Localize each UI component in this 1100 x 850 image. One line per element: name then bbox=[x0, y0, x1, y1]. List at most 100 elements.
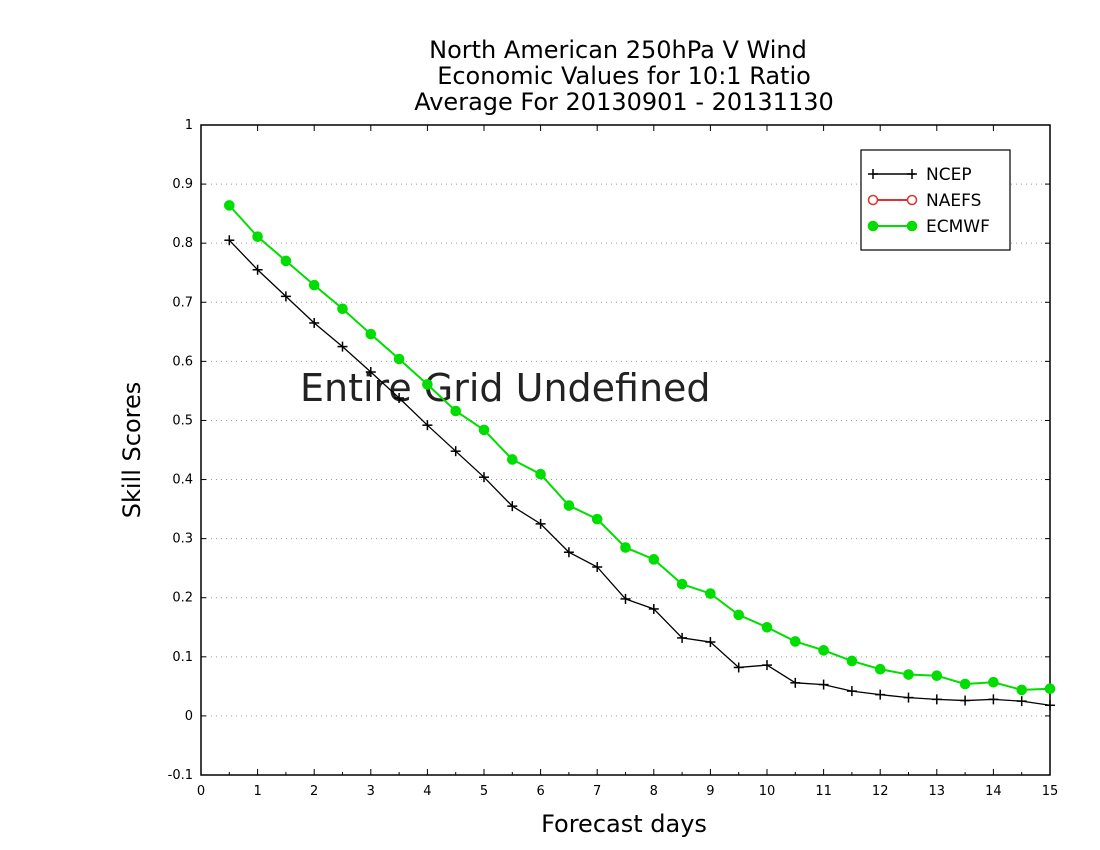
legend-label-ncep: NCEP bbox=[926, 165, 972, 185]
ncep-data-point bbox=[733, 662, 744, 673]
ncep-data-point bbox=[875, 689, 886, 700]
ncep-data-point bbox=[394, 393, 405, 403]
legend-label-naefs: NAEFS bbox=[926, 191, 981, 211]
ncep-data-point bbox=[988, 694, 999, 705]
ecmwf-data-point bbox=[818, 645, 829, 656]
ecmwf-data-point bbox=[591, 513, 603, 525]
ecmwf-data-point bbox=[507, 454, 518, 465]
y-tick-label: 0.6 bbox=[172, 354, 193, 369]
chart-title-line-3: Average For 20130901 - 20131130 bbox=[414, 88, 834, 116]
ecmwf-data-point bbox=[1016, 684, 1028, 696]
ecmwf-data-point bbox=[903, 669, 914, 680]
ecmwf-data-point bbox=[874, 663, 886, 675]
ecmwf-data-point bbox=[393, 353, 405, 365]
y-tick-label: -0.1 bbox=[168, 768, 193, 783]
ecmwf-data-point bbox=[422, 379, 433, 390]
legend-marker-naefs bbox=[867, 194, 879, 206]
ncep-data-point bbox=[1045, 700, 1055, 711]
x-tick-label: 10 bbox=[759, 784, 776, 799]
legend-entry-ncep: NCEP bbox=[868, 165, 972, 185]
ecmwf-data-point bbox=[1044, 683, 1056, 695]
legend-entry-naefs: NAEFS bbox=[867, 191, 981, 211]
x-tick-label: 9 bbox=[706, 784, 714, 799]
ncep-data-point bbox=[479, 472, 489, 483]
y-tick-label: 0 bbox=[185, 709, 193, 724]
y-tick-label: 0.4 bbox=[172, 473, 193, 488]
x-tick-label: 8 bbox=[650, 784, 658, 799]
ncep-data-point bbox=[960, 695, 971, 706]
ecmwf-data-point bbox=[224, 200, 235, 211]
ncep-data-point bbox=[790, 677, 801, 688]
ecmwf-data-point bbox=[535, 468, 546, 480]
ncep-data-point bbox=[762, 660, 772, 671]
y-tick-label: 0.1 bbox=[172, 650, 193, 665]
legend-marker-naefs bbox=[906, 194, 918, 206]
x-axis-title: Forecast days bbox=[541, 810, 707, 838]
y-tick-label: 0.9 bbox=[172, 177, 193, 192]
ecmwf-data-point bbox=[450, 405, 462, 417]
y-tick-label: 0.5 bbox=[172, 413, 193, 428]
ncep-data-point bbox=[705, 637, 716, 648]
x-tick-label: 12 bbox=[872, 784, 889, 799]
x-tick-label: 3 bbox=[367, 784, 375, 799]
x-tick-label: 13 bbox=[929, 784, 946, 799]
ncep-data-point bbox=[224, 235, 235, 246]
axis-ticks: -0.100.10.20.30.40.50.60.70.80.910 1 2 3 4 5 6… bbox=[168, 118, 1059, 799]
ecmwf-data-point bbox=[959, 678, 971, 690]
chart-title-line-2: Economic Values for 10:1 Ratio bbox=[437, 62, 811, 90]
legend-marker-ncep bbox=[907, 169, 917, 179]
chart-title-line-1: North American 250hPa V Wind bbox=[429, 36, 807, 64]
ncep-data-point bbox=[535, 518, 546, 529]
ncep-data-point bbox=[422, 420, 433, 431]
series-layer bbox=[224, 200, 1056, 711]
ecmwf-data-point bbox=[337, 303, 348, 315]
legend-entry-ecmwf: ECMWF bbox=[867, 217, 990, 237]
ecmwf-data-point bbox=[761, 621, 773, 633]
legend-marker-ecmwf bbox=[906, 220, 918, 232]
ncep-data-point bbox=[648, 603, 659, 614]
ecmwf-data-point bbox=[308, 279, 320, 291]
ncep-data-point bbox=[507, 501, 518, 512]
ecmwf-data-point bbox=[676, 578, 688, 590]
ecmwf-data-point bbox=[733, 609, 745, 621]
y-tick-label: 0.8 bbox=[172, 236, 193, 251]
x-tick-label: 15 bbox=[1042, 784, 1059, 799]
ecmwf-data-point bbox=[478, 424, 490, 436]
ecmwf-data-point bbox=[620, 542, 631, 553]
ecmwf-data-point bbox=[705, 588, 716, 599]
x-tick-label: 7 bbox=[593, 784, 601, 799]
ecmwf-data-point bbox=[252, 231, 263, 242]
ncep-data-point bbox=[818, 679, 829, 690]
ncep-data-point bbox=[931, 694, 942, 705]
y-tick-label: 1 bbox=[185, 118, 193, 133]
x-tick-label: 6 bbox=[536, 784, 544, 799]
ecmwf-data-point bbox=[563, 500, 575, 511]
ecmwf-data-point bbox=[988, 676, 999, 688]
ncep-data-point bbox=[903, 692, 914, 703]
ncep-data-point bbox=[365, 367, 376, 377]
legend-marker-ncep bbox=[868, 169, 878, 179]
y-tick-label: 0.2 bbox=[172, 591, 193, 606]
ecmwf-data-point bbox=[790, 636, 801, 647]
ncep-data-point bbox=[252, 264, 263, 275]
ncep-data-point bbox=[450, 446, 461, 457]
x-tick-label: 4 bbox=[423, 784, 431, 799]
ecmwf-data-point bbox=[846, 655, 858, 667]
ncep-data-point bbox=[846, 686, 857, 697]
x-tick-label: 14 bbox=[985, 784, 1002, 799]
ncep-data-point bbox=[563, 547, 574, 558]
ecmwf-data-point bbox=[365, 328, 377, 340]
y-tick-label: 0.7 bbox=[172, 295, 193, 310]
ncep-data-point bbox=[337, 341, 348, 352]
legend-marker-ecmwf bbox=[867, 220, 879, 232]
x-tick-label: 1 bbox=[253, 784, 261, 799]
ecmwf-data-point bbox=[280, 255, 292, 267]
ncep-series-line bbox=[228, 239, 1051, 706]
ecmwf-data-point bbox=[931, 670, 943, 682]
ncep-data-point bbox=[677, 632, 688, 643]
ecmwf-data-point bbox=[648, 554, 660, 565]
ncep-data-point bbox=[309, 317, 320, 328]
y-tick-label: 0.3 bbox=[172, 532, 193, 547]
ecmwf-series-line bbox=[228, 204, 1051, 691]
